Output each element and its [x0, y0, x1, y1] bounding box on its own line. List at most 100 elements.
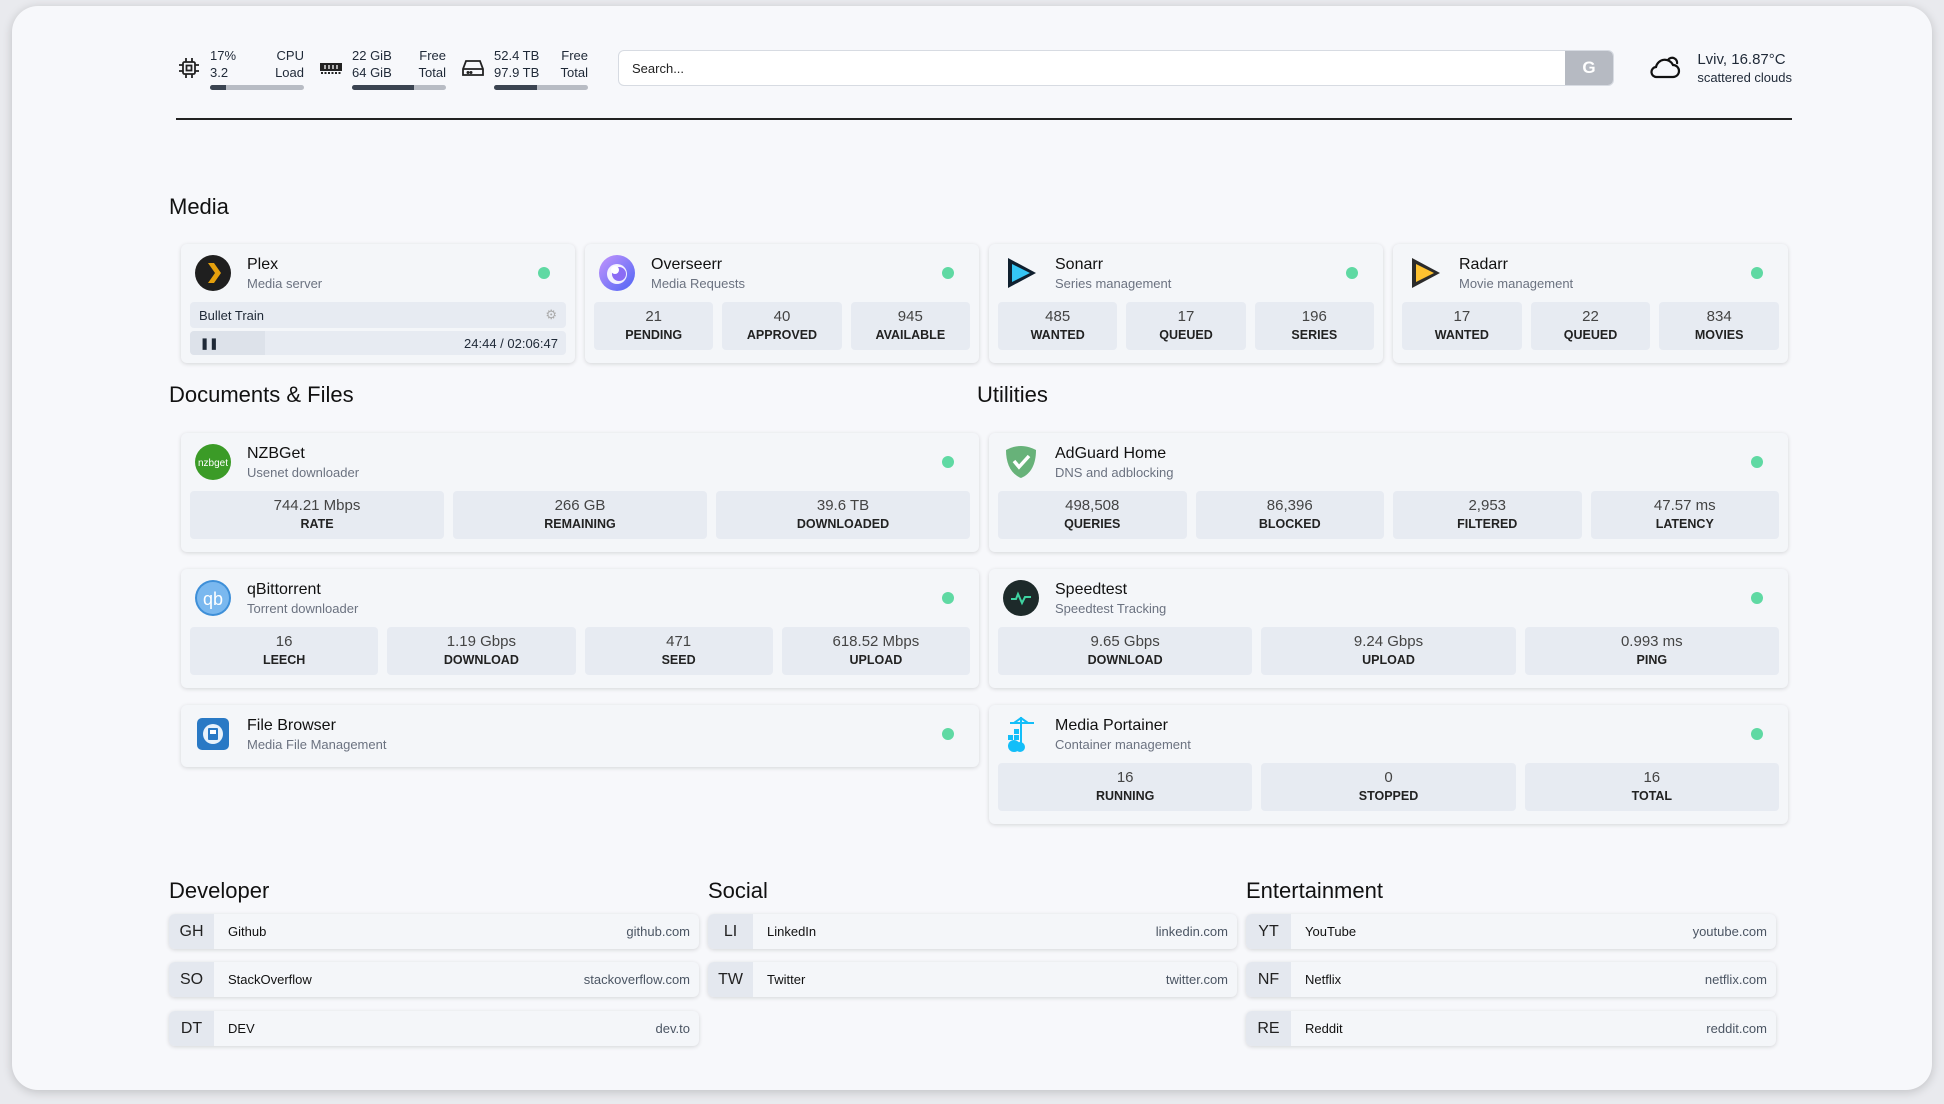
stat-value: 86,396 — [1266, 497, 1313, 514]
bookmark-name: Reddit — [1305, 1021, 1343, 1036]
nzbget-icon: nzbget — [194, 443, 232, 481]
service-card-nzbget[interactable]: nzbget NZBGet Usenet downloader 744.21 M… — [181, 433, 979, 552]
stat-value: 834 — [1706, 308, 1732, 325]
stat-block: 39.6 TB DOWNLOADED — [716, 491, 970, 539]
stat-label: PING — [1636, 653, 1668, 667]
bookmark-url: linkedin.com — [1155, 924, 1228, 939]
svg-text:nzbget: nzbget — [198, 458, 228, 469]
stat-label: DOWNLOAD — [1087, 653, 1163, 667]
bookmark-url: twitter.com — [1165, 972, 1228, 987]
stat-block: 2,953 FILTERED — [1393, 491, 1582, 539]
stat-label: RUNNING — [1095, 789, 1155, 803]
stat-block: 945 AVAILABLE — [850, 302, 970, 350]
stat-block: 16 TOTAL — [1524, 763, 1779, 811]
file-browser-icon — [194, 715, 232, 753]
stat-block: 16 LEECH — [190, 627, 379, 675]
bookmark-dev[interactable]: DT DEV dev.to — [169, 1011, 699, 1046]
bookmark-twitter[interactable]: TW Twitter twitter.com — [708, 962, 1237, 997]
bookmark-youtube[interactable]: YT YouTube youtube.com — [1246, 914, 1776, 949]
service-name: NZBGet — [247, 444, 305, 462]
section-title-utilities: Utilities — [977, 382, 1048, 407]
bookmark-name: DEV — [228, 1021, 255, 1036]
stat-label: REMAINING — [544, 517, 616, 531]
stat-value: 0.993 ms — [1620, 633, 1683, 650]
bookmark-url: stackoverflow.com — [583, 972, 690, 987]
service-description: Speedtest Tracking — [1055, 600, 1167, 616]
bookmark-name: Github — [228, 924, 267, 939]
status-indicator — [942, 456, 954, 468]
stat-label: UPLOAD — [1362, 653, 1415, 667]
load-label: Load — [275, 64, 304, 80]
now-playing-title: Bullet Train — [199, 307, 265, 323]
playback-progress[interactable]: ❚❚ 24:44 / 02:06:47 — [190, 331, 566, 355]
section-title-developer: Developer — [169, 878, 270, 903]
disk-icon — [460, 55, 486, 81]
service-card-plex[interactable]: Plex Media server Bullet Train ⚙ ❚❚ 24:44 … — [181, 244, 575, 363]
adguard-shield-icon — [1002, 443, 1040, 481]
stat-value: 47.57 ms — [1653, 497, 1716, 514]
free-label: Free — [561, 47, 588, 63]
settings-icon[interactable]: ⚙ — [545, 307, 557, 322]
service-card-sonarr[interactable]: Sonarr Series management 485 WANTED 17 QUEU… — [989, 244, 1383, 363]
service-card-speedtest[interactable]: Speedtest Speedtest Tracking 9.65 Gbps DO… — [989, 569, 1788, 688]
status-indicator — [942, 728, 954, 740]
stat-block: 266 GB REMAINING — [453, 491, 707, 539]
service-card-filebrowser[interactable]: File Browser Media File Management — [181, 705, 979, 767]
search-input[interactable] — [619, 60, 1565, 76]
bookmark-name: LinkedIn — [767, 924, 817, 939]
stat-block: 744.21 Mbps RATE — [190, 491, 444, 539]
service-description: Series management — [1055, 275, 1172, 291]
bookmark-url: reddit.com — [1706, 1021, 1767, 1036]
stat-label: LATENCY — [1655, 517, 1714, 531]
bookmark-reddit[interactable]: RE Reddit reddit.com — [1246, 1011, 1776, 1046]
stat-block: 0 STOPPED — [1261, 763, 1516, 811]
stat-block: 86,396 BLOCKED — [1195, 491, 1384, 539]
stat-block: 618.52 Mbps UPLOAD — [781, 627, 970, 675]
memory-widget: 22 GiB Free 64 GiB Total — [318, 47, 446, 90]
disk-free: 52.4 TB — [494, 47, 540, 63]
bookmark-abbr: DT — [169, 1011, 214, 1046]
bookmark-stackoverflow[interactable]: SO StackOverflow stackoverflow.com — [169, 962, 699, 997]
cpu-bar — [210, 84, 304, 90]
stat-value: 17 — [1453, 308, 1471, 325]
service-name: Sonarr — [1055, 255, 1104, 273]
stat-block: 47.57 ms LATENCY — [1590, 491, 1779, 539]
stat-block: 1.19 Gbps DOWNLOAD — [387, 627, 576, 675]
bookmark-url: github.com — [626, 924, 690, 939]
stat-value: 618.52 Mbps — [832, 633, 920, 650]
status-indicator — [942, 267, 954, 279]
bookmark-linkedin[interactable]: LI LinkedIn linkedin.com — [708, 914, 1237, 949]
bookmark-url: netflix.com — [1704, 972, 1767, 987]
bookmark-name: StackOverflow — [228, 972, 312, 987]
service-card-overseerr[interactable]: Overseerr Media Requests 21 PENDING 40 APPR… — [585, 244, 979, 363]
stat-label: BLOCKED — [1258, 517, 1321, 531]
bookmark-netflix[interactable]: NF Netflix netflix.com — [1246, 962, 1776, 997]
memory-free: 22 GiB — [352, 47, 392, 63]
bookmark-github[interactable]: GH Github github.com — [169, 914, 699, 949]
service-card-qbittorrent[interactable]: qb qBittorrent Torrent downloader 16 LEEC… — [181, 569, 979, 688]
bookmark-abbr: SO — [169, 962, 214, 997]
total-label: Total — [418, 64, 446, 80]
weather-location-temp: Lviv, 16.87°C — [1697, 51, 1786, 68]
stat-value: 1.19 Gbps — [446, 633, 516, 650]
stat-block: 40 APPROVED — [722, 302, 842, 350]
cpu-label: CPU — [276, 47, 304, 63]
section-title-entertainment: Entertainment — [1246, 878, 1383, 903]
service-description: Media Requests — [651, 275, 745, 291]
stat-block: 498,508 QUERIES — [998, 491, 1187, 539]
service-card-portainer[interactable]: Media Portainer Container management 16 R… — [989, 705, 1788, 824]
stat-value: 22 — [1582, 308, 1599, 325]
pause-icon[interactable]: ❚❚ — [200, 337, 219, 350]
overseerr-icon — [598, 254, 636, 292]
stat-value: 0 — [1384, 769, 1393, 786]
search-button[interactable]: G — [1565, 51, 1613, 85]
stat-value: 744.21 Mbps — [273, 497, 361, 514]
disk-bar — [494, 84, 588, 90]
service-card-radarr[interactable]: Radarr Movie management 17 WANTED 22 QUEUED… — [1393, 244, 1788, 363]
service-card-adguard[interactable]: AdGuard Home DNS and adblocking 498,508 Q… — [989, 433, 1788, 552]
stat-value: 471 — [666, 633, 692, 650]
bookmark-abbr: RE — [1246, 1011, 1291, 1046]
stat-value: 16 — [275, 633, 293, 650]
stat-value: 17 — [1177, 308, 1195, 325]
portainer-icon — [1002, 715, 1040, 753]
